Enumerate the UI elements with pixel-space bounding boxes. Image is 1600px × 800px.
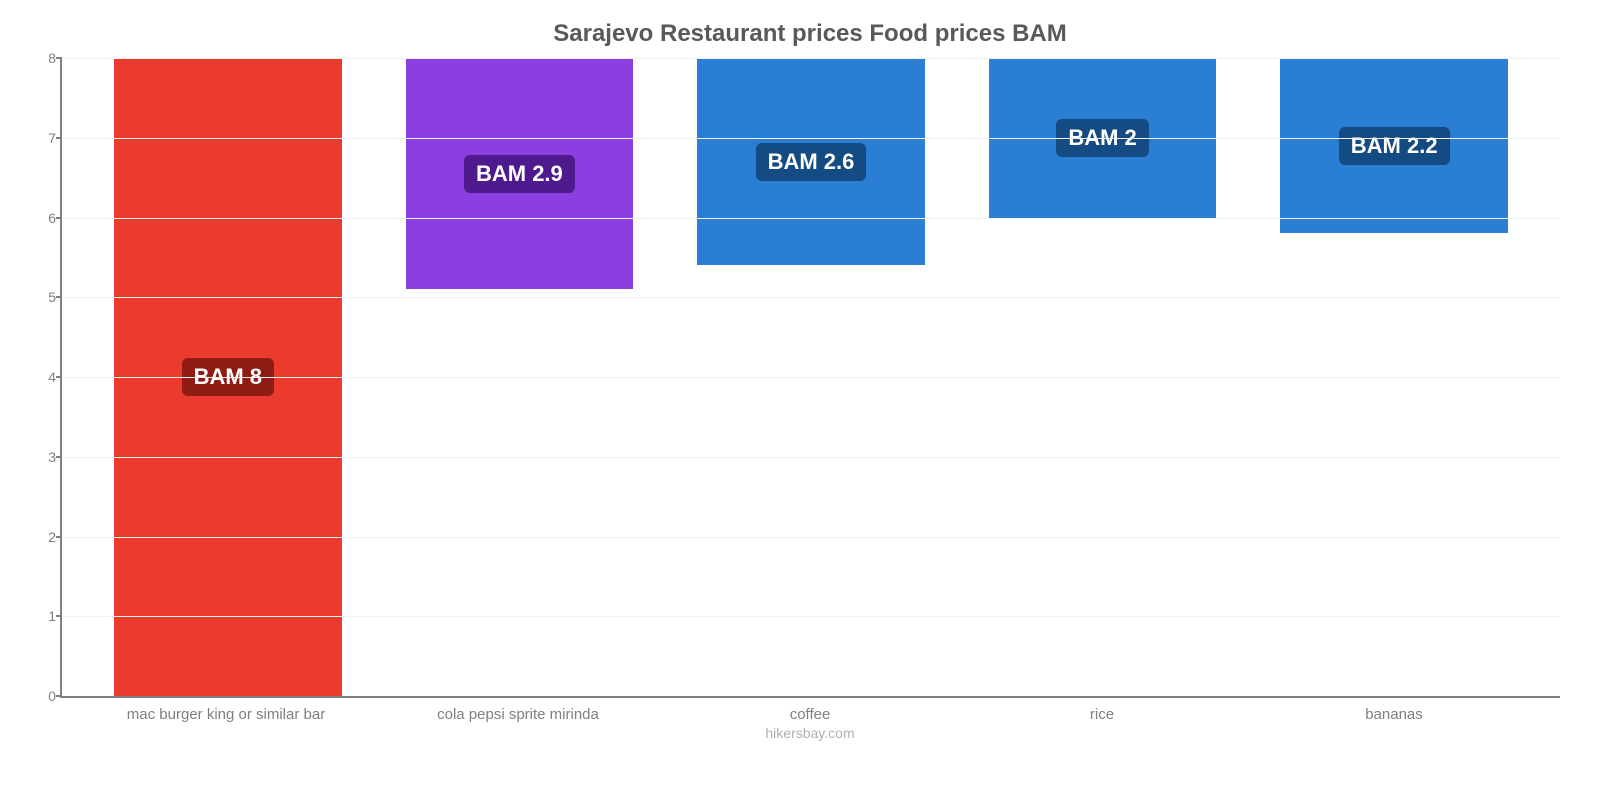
y-tick-label: 4 [32, 369, 56, 385]
x-axis-label: coffee [664, 706, 956, 723]
y-tick-mark [56, 615, 62, 617]
value-badge: BAM 2.6 [756, 143, 867, 181]
y-tick-mark [56, 695, 62, 697]
grid-line [62, 457, 1560, 458]
y-tick-mark [56, 376, 62, 378]
y-tick-label: 8 [32, 50, 56, 66]
bar: BAM 2.6 [697, 58, 924, 265]
grid-line [62, 616, 1560, 617]
y-tick-label: 0 [32, 688, 56, 704]
y-tick-label: 5 [32, 289, 56, 305]
chart-footer: hikersbay.com [60, 725, 1560, 741]
y-tick-mark [56, 456, 62, 458]
y-tick-mark [56, 217, 62, 219]
grid-line [62, 218, 1560, 219]
y-tick-label: 7 [32, 130, 56, 146]
y-tick-label: 6 [32, 210, 56, 226]
y-tick-mark [56, 296, 62, 298]
y-tick-label: 3 [32, 449, 56, 465]
x-axis-label: rice [956, 706, 1248, 723]
grid-line [62, 297, 1560, 298]
grid-line [62, 377, 1560, 378]
value-badge: BAM 2.2 [1339, 127, 1450, 165]
grid-line [62, 138, 1560, 139]
value-badge: BAM 2.9 [464, 155, 575, 193]
x-axis-labels: mac burger king or similar barcola pepsi… [60, 698, 1560, 723]
y-tick-label: 2 [32, 529, 56, 545]
y-tick-label: 1 [32, 608, 56, 624]
y-tick-mark [56, 137, 62, 139]
x-axis-label: mac burger king or similar bar [80, 706, 372, 723]
x-axis-label: bananas [1248, 706, 1540, 723]
y-tick-mark [56, 536, 62, 538]
bar: BAM 2.9 [406, 58, 633, 289]
x-axis-label: cola pepsi sprite mirinda [372, 706, 664, 723]
grid-line [62, 537, 1560, 538]
plot-area: BAM 8BAM 2.9BAM 2.6BAM 2BAM 2.2 01234567… [60, 58, 1560, 698]
chart-title: Sarajevo Restaurant prices Food prices B… [60, 20, 1560, 48]
grid-line [62, 58, 1560, 59]
bar: BAM 2.2 [1280, 58, 1507, 233]
price-bar-chart: Sarajevo Restaurant prices Food prices B… [0, 0, 1600, 800]
y-tick-mark [56, 57, 62, 59]
